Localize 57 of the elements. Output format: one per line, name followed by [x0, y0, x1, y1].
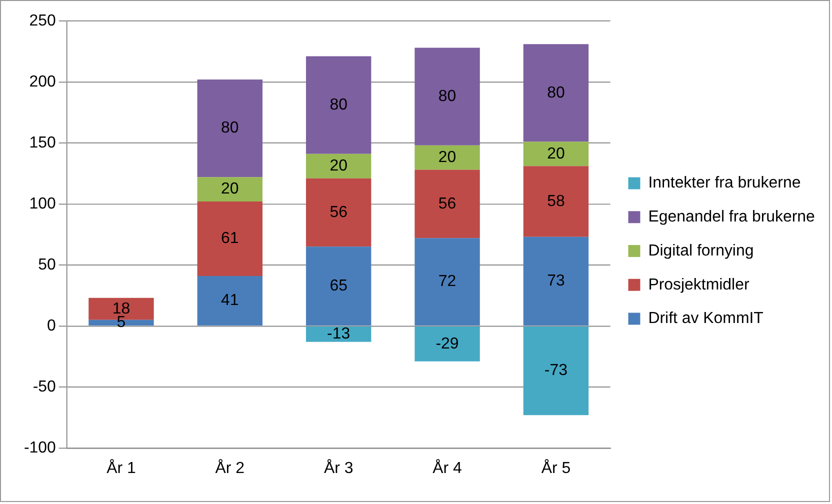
data-label: 20	[547, 145, 565, 162]
data-label: 20	[221, 180, 239, 198]
x-tick-label: År 2	[215, 458, 245, 477]
legend-label: Egenandel fra brukerne	[648, 208, 816, 226]
bar	[197, 79, 262, 178]
data-label: 80	[547, 84, 565, 102]
data-label: 41	[221, 292, 239, 310]
bar	[306, 246, 372, 326]
bar	[523, 142, 589, 166]
legend-label: Prosjektmidler	[648, 276, 750, 294]
y-tick-label: 200	[29, 73, 56, 90]
data-label: -73	[544, 362, 568, 380]
bar	[306, 178, 372, 247]
data-label: 56	[330, 204, 348, 221]
bar	[414, 48, 480, 146]
bar	[523, 326, 589, 416]
legend-label: Drift av KommIT	[648, 310, 764, 328]
legend-label: Inntekter fra brukerne	[648, 174, 801, 192]
data-label: 80	[438, 88, 456, 105]
data-label: 58	[547, 192, 565, 210]
bar	[414, 145, 480, 170]
bar	[414, 238, 480, 326]
data-label: 72	[438, 273, 456, 290]
bar	[197, 177, 262, 202]
data-label: 80	[221, 120, 239, 137]
bar	[306, 56, 372, 154]
y-tick-label: -50	[32, 378, 56, 396]
y-tick-label: 250	[29, 12, 56, 30]
y-tick-label: 150	[29, 134, 56, 152]
y-tick-label: 100	[29, 195, 56, 212]
bar	[306, 326, 372, 342]
data-label: 20	[330, 158, 348, 175]
bar	[523, 166, 589, 237]
data-label: 65	[330, 277, 348, 294]
y-tick-label: -100	[24, 439, 56, 456]
data-label: 80	[330, 96, 348, 114]
data-label: 61	[221, 230, 239, 248]
legend-label: Digital fornying	[648, 242, 754, 260]
x-tick-label: År 5	[541, 458, 571, 477]
data-label: -29	[436, 335, 459, 352]
bar	[523, 236, 589, 326]
data-label: 18	[112, 300, 130, 318]
data-label: -13	[327, 326, 350, 343]
x-tick-label: År 4	[432, 458, 462, 477]
bar	[197, 202, 262, 276]
y-tick-label: 50	[38, 256, 56, 274]
data-label: 56	[438, 195, 456, 212]
bar	[306, 154, 372, 178]
bar	[197, 276, 262, 326]
bar	[414, 170, 480, 238]
y-tick-label: 0	[47, 317, 56, 334]
data-label: 73	[547, 272, 565, 290]
x-tick-label: År 3	[324, 458, 354, 477]
bar	[414, 326, 480, 362]
data-label: 20	[438, 148, 456, 166]
x-tick-label: År 1	[106, 458, 136, 477]
bar	[523, 44, 589, 142]
